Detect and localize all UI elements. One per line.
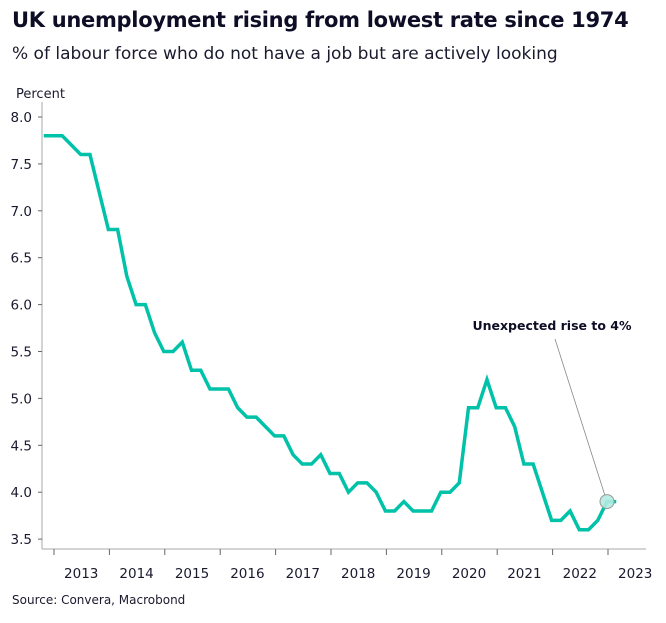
- y-tick-label: 5.5: [11, 345, 32, 361]
- annotation-label: Unexpected rise to 4%: [472, 318, 632, 333]
- y-tick-label: 3.5: [11, 532, 32, 548]
- chart-title: UK unemployment rising from lowest rate …: [12, 8, 629, 32]
- x-tick-label: 2020: [452, 566, 486, 582]
- y-tick-label: 7.5: [11, 157, 32, 173]
- y-tick-label: 6.0: [11, 298, 32, 314]
- x-tick-label: 2014: [119, 566, 153, 582]
- y-tick-label: 4.0: [11, 485, 32, 501]
- x-tick-label: 2013: [64, 566, 98, 582]
- chart-subtitle: % of labour force who do not have a job …: [12, 44, 558, 64]
- x-tick-label: 2016: [230, 566, 264, 582]
- x-tick-label: 2018: [341, 566, 375, 582]
- annotation-leader-line: [554, 338, 606, 496]
- y-tick-label: 5.0: [11, 391, 32, 407]
- x-tick-label: 2019: [396, 566, 430, 582]
- y-tick-label: 7.0: [11, 204, 32, 220]
- y-tick-label: 4.5: [11, 438, 32, 454]
- x-tick-label: 2015: [175, 566, 209, 582]
- x-tick-label: 2022: [563, 566, 597, 582]
- source-note: Source: Convera, Macrobond: [12, 593, 186, 607]
- x-tick-label: 2021: [507, 566, 541, 582]
- y-tick-label: 6.5: [11, 251, 32, 267]
- x-tick-label: 2023: [618, 566, 652, 582]
- annotation-marker: [599, 494, 615, 510]
- y-tick-label: 8.0: [11, 110, 32, 126]
- y-axis-label: Percent: [16, 87, 65, 102]
- x-tick-label: 2017: [286, 566, 320, 582]
